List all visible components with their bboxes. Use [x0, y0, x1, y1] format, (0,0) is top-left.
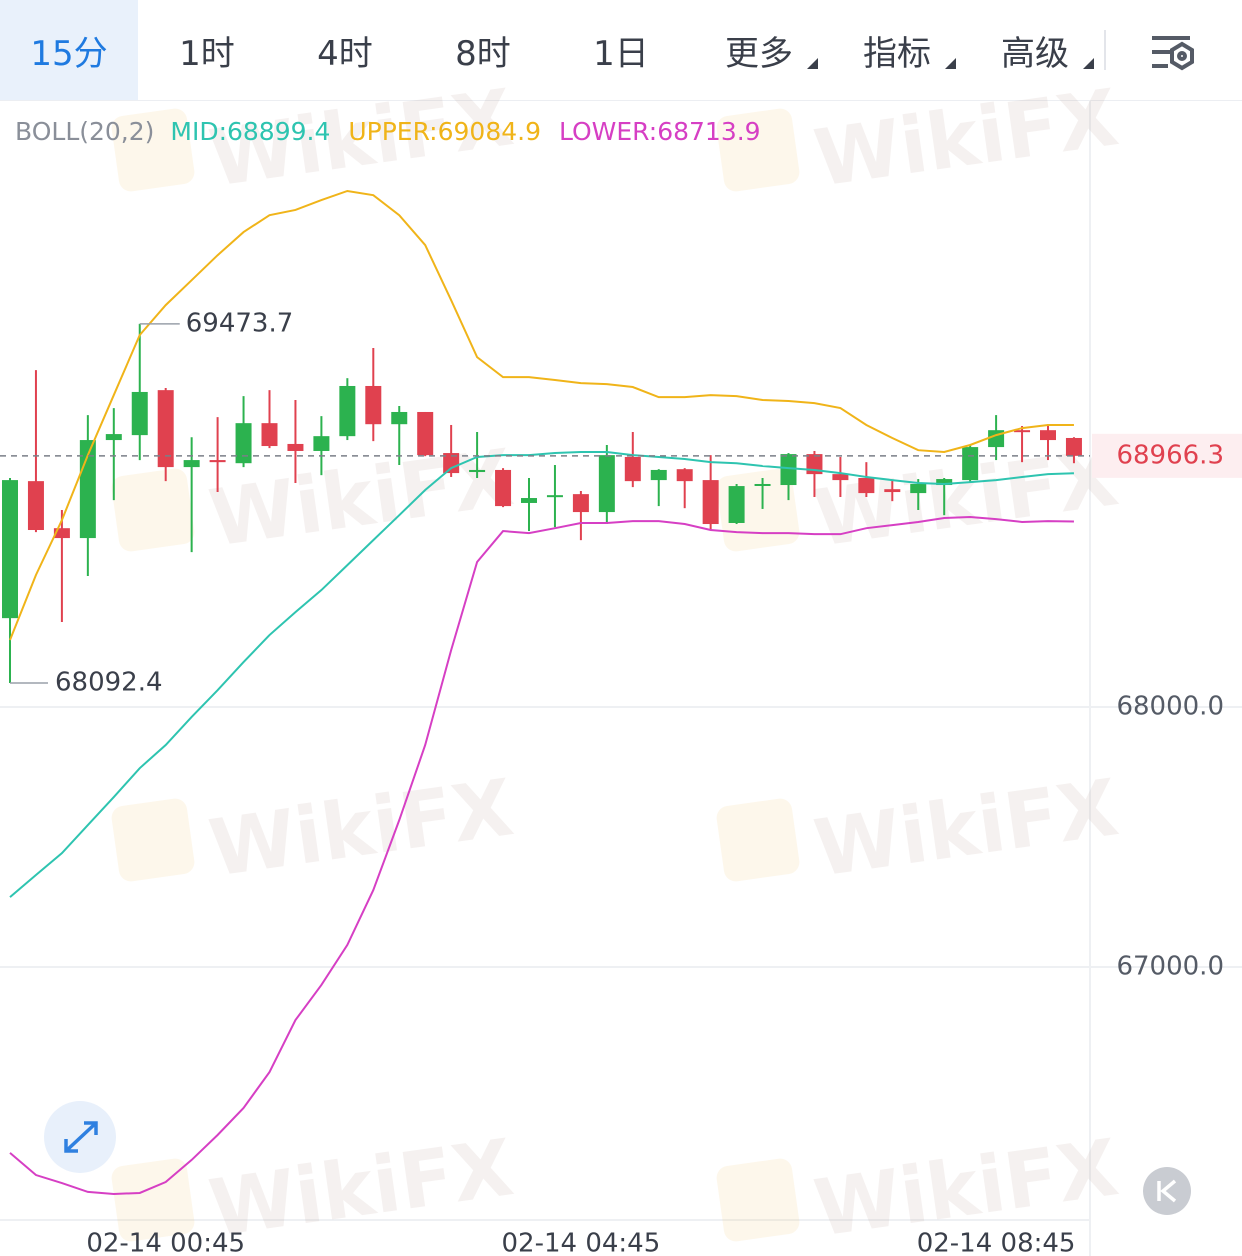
expand-button[interactable]: [44, 1101, 116, 1173]
boll-line: [9, 451, 1074, 898]
watermark: WikiFX: [204, 1123, 518, 1255]
x-tick-label: 02-14 00:45: [86, 1229, 245, 1256]
candle-body: [365, 385, 382, 425]
indicator-name: BOLL(20,2): [15, 117, 154, 146]
candle-body: [443, 453, 460, 474]
low-label: 68092.4: [55, 668, 163, 698]
current-price-label: 68966.3: [1116, 440, 1224, 470]
candle-body: [1065, 437, 1082, 456]
tab[interactable]: 4时: [276, 0, 414, 100]
candle-body: [27, 481, 44, 531]
candle-body: [884, 489, 901, 493]
candle-body: [209, 460, 226, 463]
candle-body: [962, 447, 979, 481]
x-tick-label: 02-14 04:45: [502, 1229, 661, 1256]
candle-body: [624, 456, 641, 482]
tab-label: 指标: [863, 33, 931, 74]
candle-body: [910, 483, 927, 494]
menu-arrow: [1083, 58, 1094, 69]
candle-body: [1014, 430, 1031, 433]
candle-body: [287, 443, 304, 451]
tab[interactable]: 8时: [414, 0, 552, 100]
x-tick-label: 02-14 08:45: [917, 1229, 1076, 1256]
candle-body: [572, 494, 589, 513]
candle-body: [313, 436, 330, 451]
tab-label: 1日: [593, 33, 649, 74]
candle-body: [2, 480, 18, 619]
candle-body: [235, 423, 252, 464]
candle-body: [183, 460, 200, 468]
watermark-logo: [111, 1158, 195, 1242]
candle-body: [105, 434, 122, 441]
candle-body: [521, 498, 537, 503]
tab[interactable]: 更多: [690, 0, 828, 100]
high-label: 69473.7: [186, 308, 294, 338]
candle-body: [53, 528, 70, 539]
candle-body: [417, 411, 434, 456]
indicator-legend: BOLL(20,2) MID:68899.4 UPPER:69084.9 LOW…: [15, 117, 761, 146]
tab[interactable]: 指标: [828, 0, 966, 100]
tab-label: 更多: [725, 33, 793, 74]
legend-lower: LOWER:68713.9: [559, 117, 761, 146]
watermark: WikiFX: [204, 763, 518, 895]
candle-body: [832, 474, 849, 481]
legend-upper: UPPER:69084.9: [348, 117, 541, 146]
watermark-logo: [111, 108, 195, 192]
candle-body: [754, 483, 771, 486]
watermark-logo: [716, 1158, 800, 1242]
candle-body: [858, 478, 875, 494]
tab[interactable]: 1日: [552, 0, 690, 100]
plot: 67000.0 68000.0 02-14 00:45 02-14 04:45 02-1…: [0, 189, 1242, 1256]
boll-line: [9, 189, 1074, 641]
candle-body: [131, 391, 148, 436]
current-price-box: [1092, 433, 1242, 478]
legend-mid: MID:68899.4: [170, 117, 330, 146]
candle-body: [495, 469, 512, 507]
y-tick-label: 67000.0: [1116, 952, 1224, 982]
tab-label: 8时: [455, 33, 511, 74]
candle-body: [676, 469, 693, 482]
y-tick-label: 68000.0: [1116, 692, 1224, 722]
candle-body: [157, 390, 174, 468]
candle-body: [598, 455, 615, 513]
tab[interactable]: 1时: [138, 0, 276, 100]
tab[interactable]: 高级: [966, 0, 1104, 100]
candle-body: [728, 486, 745, 523]
candle-body: [702, 480, 719, 525]
tab-bar: 15分 1时 4时 8时 1日 更多 指标 高级: [0, 0, 1242, 101]
candle-body: [780, 454, 797, 486]
tab-label: 4时: [317, 33, 373, 74]
tab-label: 高级: [1001, 33, 1069, 74]
candle-body: [391, 411, 408, 425]
tab[interactable]: 15分: [0, 0, 138, 100]
watermark-logo: [111, 468, 195, 552]
candle-body: [261, 423, 278, 447]
menu-arrow: [807, 58, 818, 69]
candle-body: [1040, 430, 1056, 441]
tab-label: 1时: [179, 33, 235, 74]
watermark: WikiFX: [809, 73, 1123, 205]
candle-body: [469, 469, 486, 473]
back-button[interactable]: [1143, 1167, 1191, 1215]
candle-body: [650, 469, 667, 481]
menu-arrow: [945, 58, 956, 69]
watermark-logo: [716, 798, 800, 882]
watermark: WikiFX: [809, 763, 1123, 895]
watermark-logo: [111, 798, 195, 882]
candle-body: [936, 479, 953, 486]
settings-icon[interactable]: [1152, 36, 1194, 71]
watermark-logo: [716, 108, 800, 192]
tab-label: 15分: [30, 33, 108, 74]
candle-body: [339, 385, 356, 437]
boll-line: [9, 516, 1074, 1196]
candle-body: [546, 495, 563, 498]
